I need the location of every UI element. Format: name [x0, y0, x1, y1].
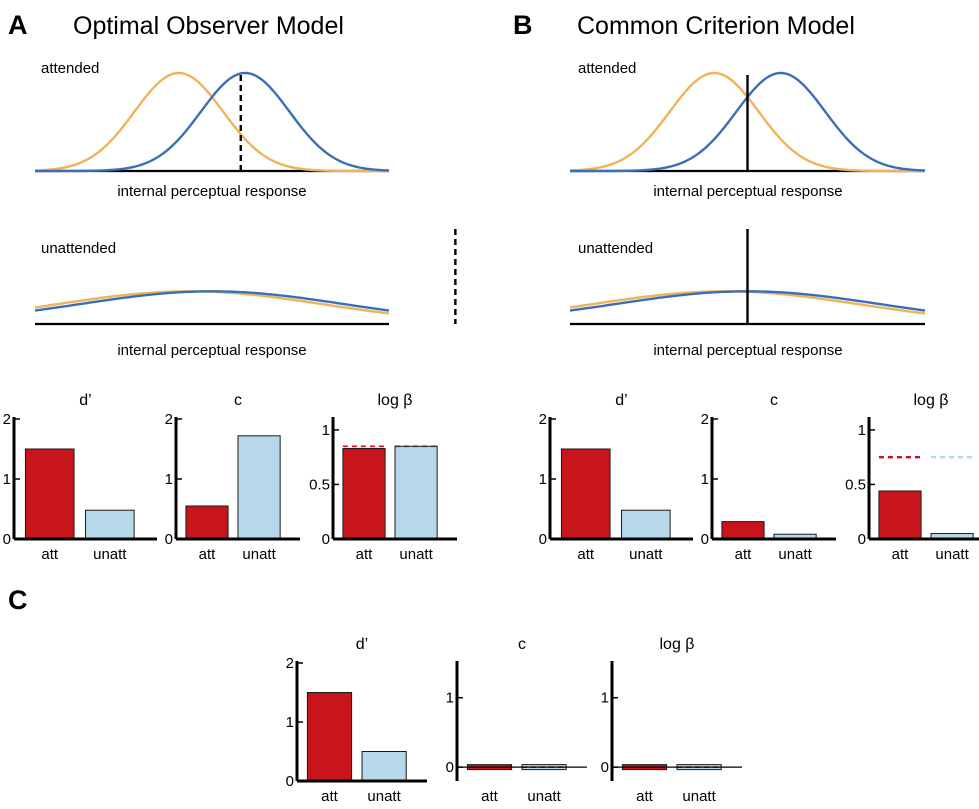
signal-distribution-curve: [34, 290, 390, 312]
category-label: att: [636, 788, 654, 805]
y-tick-label: 2: [701, 411, 709, 428]
category-label: unatt: [242, 546, 276, 563]
y-tick-label: 2: [3, 411, 11, 428]
y-tick-label: 0: [858, 531, 866, 548]
signal-distribution-curve: [35, 71, 390, 173]
y-tick-label: 0: [701, 531, 709, 548]
noise-distribution-curve: [34, 71, 389, 173]
condition-label: unattended: [578, 240, 653, 257]
bar-unatt: [361, 751, 407, 782]
distribution-plot-b-unattended: unattended internal perceptual response: [569, 229, 926, 359]
bar-chart-title: c: [518, 636, 526, 653]
y-tick-label: 0: [446, 759, 454, 776]
bar-unatt: [621, 509, 671, 540]
bar-unatt: [85, 509, 135, 540]
x-axis-label: internal perceptual response: [117, 342, 306, 359]
y-tick-label: 1: [601, 690, 609, 707]
bar-chart: c 0 1 att unatt: [446, 636, 587, 805]
condition-label: unattended: [41, 240, 116, 257]
bar-charts-a: d’ 0 1 2 att unatt c 0 1 2 att unatt log β 0 0.5 1 att un…: [3, 392, 457, 563]
category-label: att: [199, 546, 217, 563]
category-label: att: [481, 788, 499, 805]
bar-chart: c 0 1 2 att unatt: [701, 392, 836, 563]
bar-chart-title: log β: [378, 392, 413, 409]
category-label: unatt: [935, 546, 969, 563]
category-label: unatt: [367, 788, 401, 805]
bar-unatt: [394, 445, 438, 540]
bar-chart-title: log β: [914, 392, 949, 409]
bar-att: [306, 692, 353, 782]
bar-chart: d’ 0 1 2 att unatt: [3, 392, 157, 563]
y-tick-label: 1: [286, 714, 294, 731]
bar-chart-title: d’: [79, 392, 91, 409]
y-tick-label: 1: [539, 471, 547, 488]
bar-att: [342, 447, 386, 540]
bar-chart: log β 0 0.5 1 att unatt: [845, 392, 979, 563]
category-label: unatt: [629, 546, 663, 563]
category-label: unatt: [527, 788, 561, 805]
distribution-plot-b-attended: attended internal perceptual response: [569, 60, 926, 200]
bar-charts-b: d’ 0 1 2 att unatt c 0 1 2 att unatt log β 0 0.5 1 att un…: [539, 392, 979, 563]
bar-chart: d’ 0 1 2 att unatt: [539, 392, 693, 563]
y-tick-label: 1: [165, 471, 173, 488]
category-label: att: [892, 546, 910, 563]
panel-title-a: Optimal Observer Model: [73, 12, 344, 40]
bar-charts-c: d’ 0 1 2 att unatt c 0 1 att unatt log β 0 1 att unatt: [286, 636, 742, 805]
bar-att: [24, 448, 75, 540]
y-tick-label: 0: [3, 531, 11, 548]
y-tick-label: 0: [322, 531, 330, 548]
y-tick-label: 1: [446, 690, 454, 707]
bar-chart: log β 0 1 att unatt: [601, 636, 742, 805]
category-label: att: [41, 546, 59, 563]
bar-chart-title: c: [770, 392, 778, 409]
y-tick-label: 0: [165, 531, 173, 548]
bar-chart: c 0 1 2 att unatt: [165, 392, 300, 563]
panel-title-b: Common Criterion Model: [577, 12, 855, 40]
distribution-plot-a-attended: attended internal perceptual response: [34, 60, 390, 200]
y-tick-label: 1: [701, 471, 709, 488]
y-tick-label: 1: [3, 471, 11, 488]
panel-letter-a: A: [8, 10, 28, 40]
y-tick-label: 0: [601, 759, 609, 776]
x-axis-label: internal perceptual response: [117, 183, 306, 200]
bar-unatt: [237, 435, 281, 540]
category-label: unatt: [399, 546, 433, 563]
y-tick-label: 1: [858, 422, 866, 439]
bar-att: [878, 490, 922, 540]
bar-chart-title: d’: [615, 392, 627, 409]
bar-att: [560, 448, 611, 540]
y-tick-label: 0.5: [845, 476, 866, 493]
distribution-plot-a-unattended: unattended internal perceptual response: [34, 229, 457, 359]
category-label: att: [735, 546, 753, 563]
bar-att: [185, 505, 229, 540]
bar-chart-title: log β: [660, 636, 695, 653]
bar-chart: log β 0 0.5 1 att unatt: [309, 392, 457, 563]
y-tick-label: 2: [286, 655, 294, 672]
x-axis-label: internal perceptual response: [653, 342, 842, 359]
bar-chart-title: c: [234, 392, 242, 409]
panel-letter-c: C: [8, 585, 28, 615]
panel-letter-b: B: [513, 10, 533, 40]
y-tick-label: 2: [539, 411, 547, 428]
x-axis-label: internal perceptual response: [653, 183, 842, 200]
bar-att: [721, 521, 765, 540]
category-label: att: [321, 788, 339, 805]
y-tick-label: 2: [165, 411, 173, 428]
bar-chart-title: d’: [356, 636, 368, 653]
y-tick-label: 1: [322, 422, 330, 439]
condition-label: attended: [41, 60, 99, 77]
y-tick-label: 0: [286, 773, 294, 790]
category-label: unatt: [93, 546, 127, 563]
category-label: unatt: [778, 546, 812, 563]
bar-chart: d’ 0 1 2 att unatt: [286, 636, 427, 805]
y-tick-label: 0.5: [309, 476, 330, 493]
condition-label: attended: [578, 60, 636, 77]
y-tick-label: 0: [539, 531, 547, 548]
category-label: unatt: [682, 788, 716, 805]
category-label: att: [356, 546, 374, 563]
category-label: att: [577, 546, 595, 563]
